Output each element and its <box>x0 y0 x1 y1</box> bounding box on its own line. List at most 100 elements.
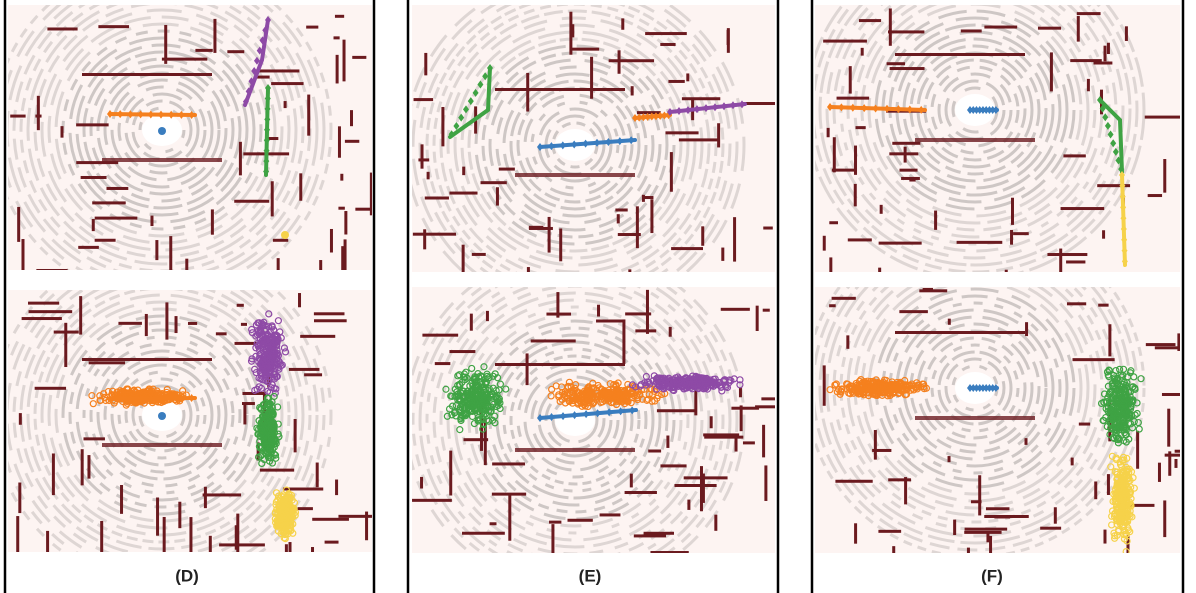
obstacle <box>46 530 50 552</box>
trajectory-marker <box>657 111 664 120</box>
obstacle <box>498 167 515 171</box>
obstacle <box>829 221 839 225</box>
obstacle <box>860 47 864 56</box>
obstacle <box>236 513 240 552</box>
trajectory-marker <box>967 384 973 392</box>
obstacle <box>889 67 925 71</box>
obstacle <box>986 532 990 543</box>
obstacle <box>213 18 217 53</box>
obstacle <box>208 535 212 552</box>
lidar-ring <box>96 349 228 481</box>
trajectory-marker <box>264 94 271 103</box>
prediction-sample <box>478 408 486 417</box>
lidar-ring <box>110 363 214 467</box>
prediction-sample <box>560 390 568 398</box>
prediction-sample <box>1116 458 1124 466</box>
obstacle <box>701 473 705 503</box>
obstacle <box>256 442 260 461</box>
trajectory-marker <box>263 157 270 166</box>
prediction-sample <box>480 363 488 371</box>
obstacle <box>449 191 478 195</box>
lidar-ring <box>138 106 186 154</box>
obstacle <box>463 438 489 442</box>
prediction-sample <box>271 389 279 397</box>
obstacle <box>270 181 274 217</box>
lidar-ring <box>439 287 711 553</box>
obstacle <box>1177 333 1180 351</box>
obstacle <box>420 144 424 169</box>
obstacle <box>621 18 625 30</box>
trajectory-marker <box>849 103 856 112</box>
prediction-sample <box>280 344 289 352</box>
lidar-ring <box>8 5 333 270</box>
prediction-sample <box>495 386 503 394</box>
obstacle <box>1103 45 1107 62</box>
prediction-sample <box>1115 435 1123 443</box>
panel-label: (E) <box>579 566 602 585</box>
lidar-ring <box>481 51 669 239</box>
obstacle <box>755 305 759 331</box>
obstacle <box>525 353 529 386</box>
prediction-sample <box>1113 374 1122 383</box>
obstacle <box>530 339 576 343</box>
obstacle <box>491 492 527 496</box>
prediction-sample <box>612 392 620 400</box>
lidar-ring <box>815 5 1146 272</box>
trajectory-marker <box>188 394 195 403</box>
obstacle <box>1047 253 1088 257</box>
obstacle <box>344 139 360 143</box>
lidar-ring <box>124 92 200 168</box>
obstacle <box>901 176 920 180</box>
prediction-sample <box>287 526 295 534</box>
trajectory-marker <box>648 112 655 121</box>
obstacle <box>1097 184 1131 188</box>
obstacle <box>726 29 730 45</box>
prediction-sample <box>274 403 282 411</box>
scene-panel <box>815 287 1180 553</box>
prediction-sample <box>274 317 282 325</box>
prediction-sample <box>1107 411 1116 419</box>
prediction-sample <box>836 390 844 398</box>
obstacle <box>343 239 347 270</box>
prediction-sample <box>1119 469 1127 478</box>
prediction-sample <box>88 392 96 400</box>
prediction-sample <box>1107 463 1115 471</box>
obstacle <box>243 402 247 425</box>
obstacle <box>635 206 639 249</box>
trajectory-marker <box>245 87 252 96</box>
prediction-sample <box>552 382 560 390</box>
obstacle <box>495 187 499 206</box>
lidar-ring <box>502 72 648 218</box>
trajectory-marker <box>617 407 624 416</box>
trajectory-marker <box>970 106 977 114</box>
lidar-ring <box>432 287 718 553</box>
obstacle <box>590 56 594 99</box>
obstacle <box>161 57 208 61</box>
prediction-sample <box>1109 383 1117 391</box>
prediction-sample <box>1110 534 1119 542</box>
prediction-sample <box>1097 399 1106 408</box>
trajectory-marker <box>895 105 902 114</box>
lidar-ring <box>930 343 1020 433</box>
prediction-sample <box>271 451 280 459</box>
obstacle <box>829 304 836 308</box>
prediction-sample <box>256 403 264 412</box>
obstacle <box>556 292 560 318</box>
obstacle <box>709 416 713 429</box>
obstacle <box>1102 230 1106 239</box>
obstacle <box>324 540 339 544</box>
obstacle <box>1059 248 1063 272</box>
lidar-ring <box>412 287 739 553</box>
obstacle <box>169 236 173 270</box>
prediction-sample <box>260 356 268 365</box>
prediction-sample <box>260 318 268 326</box>
prediction-sample <box>280 514 288 522</box>
trajectory-marker <box>263 146 270 155</box>
obstacle <box>762 308 770 312</box>
trajectory-marker <box>992 384 999 392</box>
scene-panel <box>412 5 775 272</box>
obstacle <box>947 318 951 325</box>
obstacle <box>872 448 892 452</box>
obstacle <box>879 204 883 214</box>
lidar-ring <box>89 342 235 488</box>
